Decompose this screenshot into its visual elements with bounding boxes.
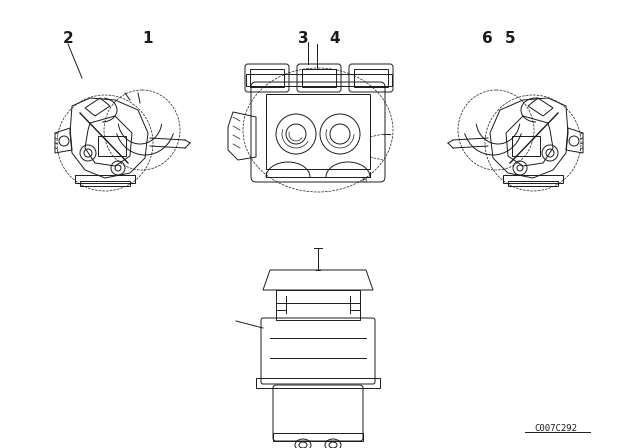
Bar: [256, 378, 380, 388]
Bar: [246, 74, 392, 86]
Bar: [98, 136, 126, 156]
Bar: [354, 69, 388, 87]
Bar: [80, 181, 130, 186]
Bar: [512, 136, 540, 156]
Text: 6: 6: [482, 30, 492, 46]
Text: 1: 1: [143, 30, 153, 46]
Text: 4: 4: [330, 30, 340, 46]
Bar: [503, 175, 563, 183]
Bar: [302, 69, 336, 87]
Bar: [273, 433, 363, 441]
Text: H: H: [362, 177, 367, 183]
Text: 5: 5: [505, 30, 515, 46]
Text: 2: 2: [63, 30, 74, 46]
Text: C007C292: C007C292: [534, 423, 577, 432]
Bar: [508, 181, 558, 186]
Bar: [276, 290, 360, 320]
Bar: [75, 175, 135, 183]
Bar: [266, 94, 370, 169]
Bar: [250, 69, 284, 87]
Text: 3: 3: [298, 30, 308, 46]
